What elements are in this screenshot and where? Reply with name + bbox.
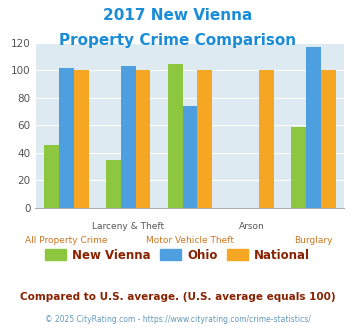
Text: Motor Vehicle Theft: Motor Vehicle Theft: [146, 236, 234, 245]
Bar: [59, 68, 74, 208]
Legend: New Vienna, Ohio, National: New Vienna, Ohio, National: [40, 244, 315, 266]
Bar: [197, 70, 212, 208]
Text: © 2025 CityRating.com - https://www.cityrating.com/crime-statistics/: © 2025 CityRating.com - https://www.city…: [45, 315, 310, 324]
Bar: [121, 66, 136, 208]
Bar: [106, 160, 121, 208]
Bar: [44, 145, 59, 208]
Text: Larceny & Theft: Larceny & Theft: [92, 222, 164, 231]
Text: 2017 New Vienna: 2017 New Vienna: [103, 8, 252, 23]
Bar: [321, 70, 336, 208]
Bar: [168, 63, 182, 208]
Bar: [182, 106, 197, 208]
Bar: [259, 70, 274, 208]
Bar: [306, 47, 321, 208]
Bar: [291, 127, 306, 208]
Text: Burglary: Burglary: [294, 236, 333, 245]
Text: Arson: Arson: [239, 222, 264, 231]
Text: Property Crime Comparison: Property Crime Comparison: [59, 33, 296, 48]
Bar: [136, 70, 151, 208]
Text: Compared to U.S. average. (U.S. average equals 100): Compared to U.S. average. (U.S. average …: [20, 292, 335, 302]
Bar: [74, 70, 89, 208]
Text: All Property Crime: All Property Crime: [25, 236, 108, 245]
